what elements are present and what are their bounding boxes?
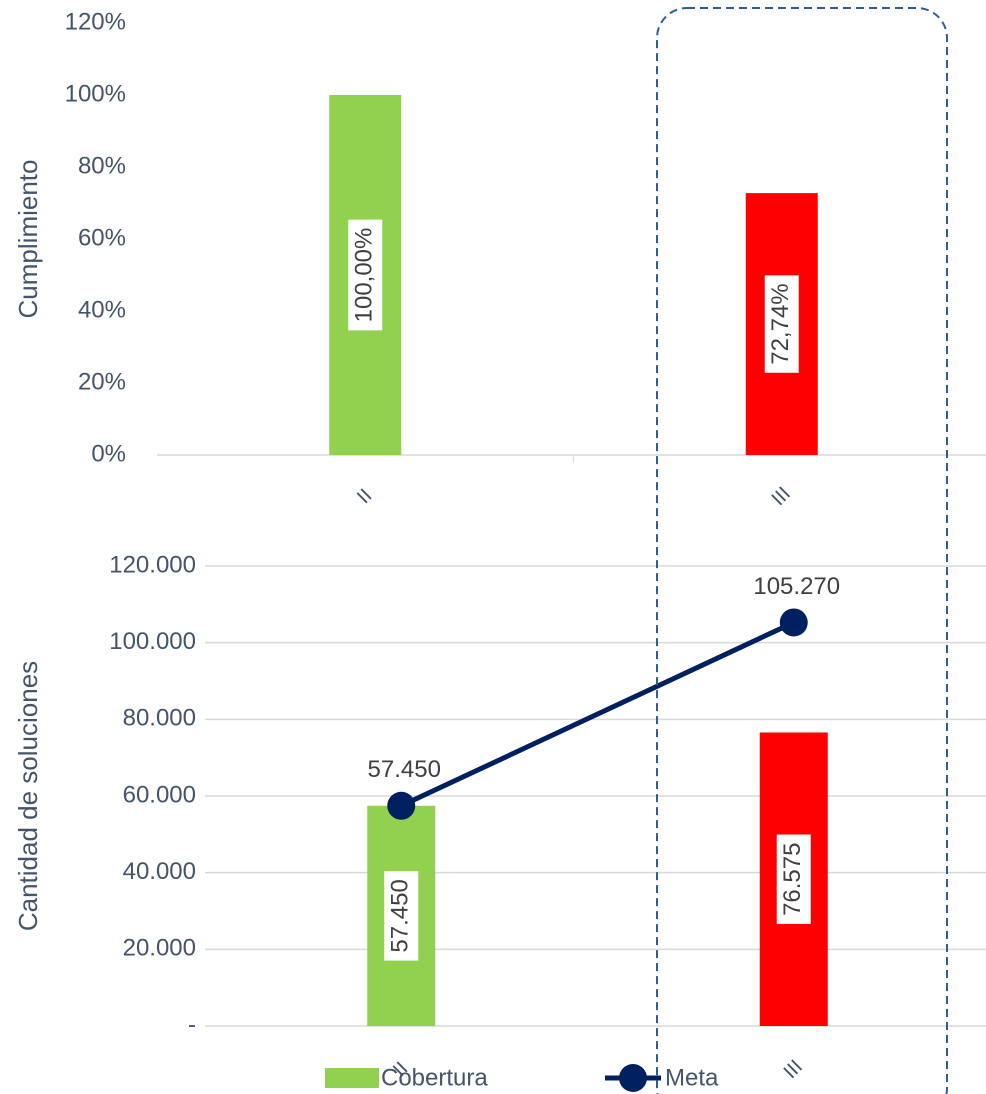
x-tick-label: III <box>780 1056 807 1083</box>
data-label: 105.270 <box>753 573 840 600</box>
y-tick-label: 120% <box>65 8 126 35</box>
y-axis-title: Cantidad de soluciones <box>13 661 43 931</box>
y-tick-label: 80% <box>78 152 126 179</box>
line-marker <box>387 791 416 820</box>
data-label-box <box>348 219 383 331</box>
line <box>400 620 795 809</box>
data-label: 72,74% <box>764 275 799 373</box>
y-tick-label: 80.000 <box>123 705 196 732</box>
legend-marker <box>619 1064 647 1092</box>
highlight-box <box>656 7 948 1094</box>
legend-label: Cobertura <box>381 1064 488 1091</box>
y-tick-label: - <box>188 1011 196 1038</box>
y-tick-label: 20.000 <box>123 935 196 962</box>
data-label-box <box>764 275 799 373</box>
y-tick-label: 100.000 <box>109 628 196 655</box>
y-tick-label: 60% <box>78 224 126 251</box>
y-tick-label: 120.000 <box>109 551 196 578</box>
y-tick-label: 40% <box>78 296 126 323</box>
data-label-text: 57.450 <box>387 879 414 952</box>
y-tick-label: 40.000 <box>123 858 196 885</box>
data-label-text: 76.575 <box>779 843 806 916</box>
y-tick-label: 0% <box>91 440 126 467</box>
data-label: 100,00% <box>348 219 383 331</box>
data-label: 57.450 <box>368 756 441 783</box>
y-tick-label: 100% <box>65 80 126 107</box>
legend-swatch <box>325 1068 379 1088</box>
x-tick-label: II <box>353 485 376 508</box>
y-axis-title: Cumplimiento <box>13 160 43 319</box>
data-label-box <box>384 871 419 961</box>
data-label-text: 100,00% <box>351 228 378 323</box>
data-label-text: 72,74% <box>767 283 794 364</box>
y-tick-label: 60.000 <box>123 781 196 808</box>
data-label-box <box>776 834 811 924</box>
legend-label: Meta <box>665 1064 719 1091</box>
data-label: 57.450 <box>384 871 419 961</box>
x-tick-label: III <box>768 483 795 510</box>
line-marker <box>779 608 808 637</box>
y-tick-label: 20% <box>78 368 126 395</box>
data-label: 76.575 <box>776 834 811 924</box>
